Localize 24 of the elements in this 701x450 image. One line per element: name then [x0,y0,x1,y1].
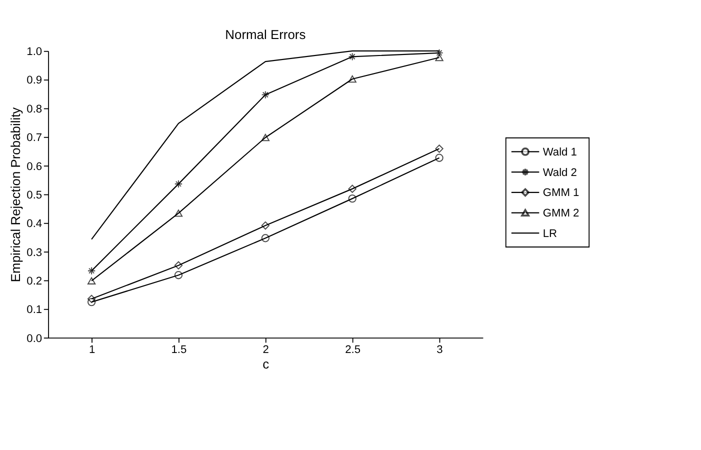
legend-label: Wald 2 [542,166,577,179]
legend-label: Wald 1 [542,146,577,158]
x-tick-label: 1.5 [171,344,187,356]
y-tick-label: 0.9 [26,74,42,87]
x-axis-title: c [262,356,270,372]
y-tick-label: 0.4 [26,218,42,230]
x-tick-label: 2 [262,344,269,356]
x-tick-label: 1 [88,344,96,356]
y-tick-label: 1.0 [26,46,42,58]
chart-title: Normal Errors [225,26,306,42]
x-tick-label: 3 [436,344,443,356]
y-tick-label: 0.7 [26,132,42,144]
x-tick-label: 2.5 [345,344,361,356]
y-tick-label: 0.0 [26,332,42,345]
legend-label: GMM 1 [542,187,580,200]
y-tick-label: 0.3 [26,246,42,259]
legend-label: LR [542,228,558,240]
y-tick-label: 0.6 [26,160,42,173]
y-tick-label: 0.5 [26,189,42,202]
y-tick-label: 0.1 [26,304,42,316]
y-tick-label: 0.2 [26,275,42,288]
y-axis-title: Empirical Rejection Probability [8,106,24,282]
y-tick-label: 0.8 [26,103,42,116]
legend-label: GMM 2 [542,207,580,220]
